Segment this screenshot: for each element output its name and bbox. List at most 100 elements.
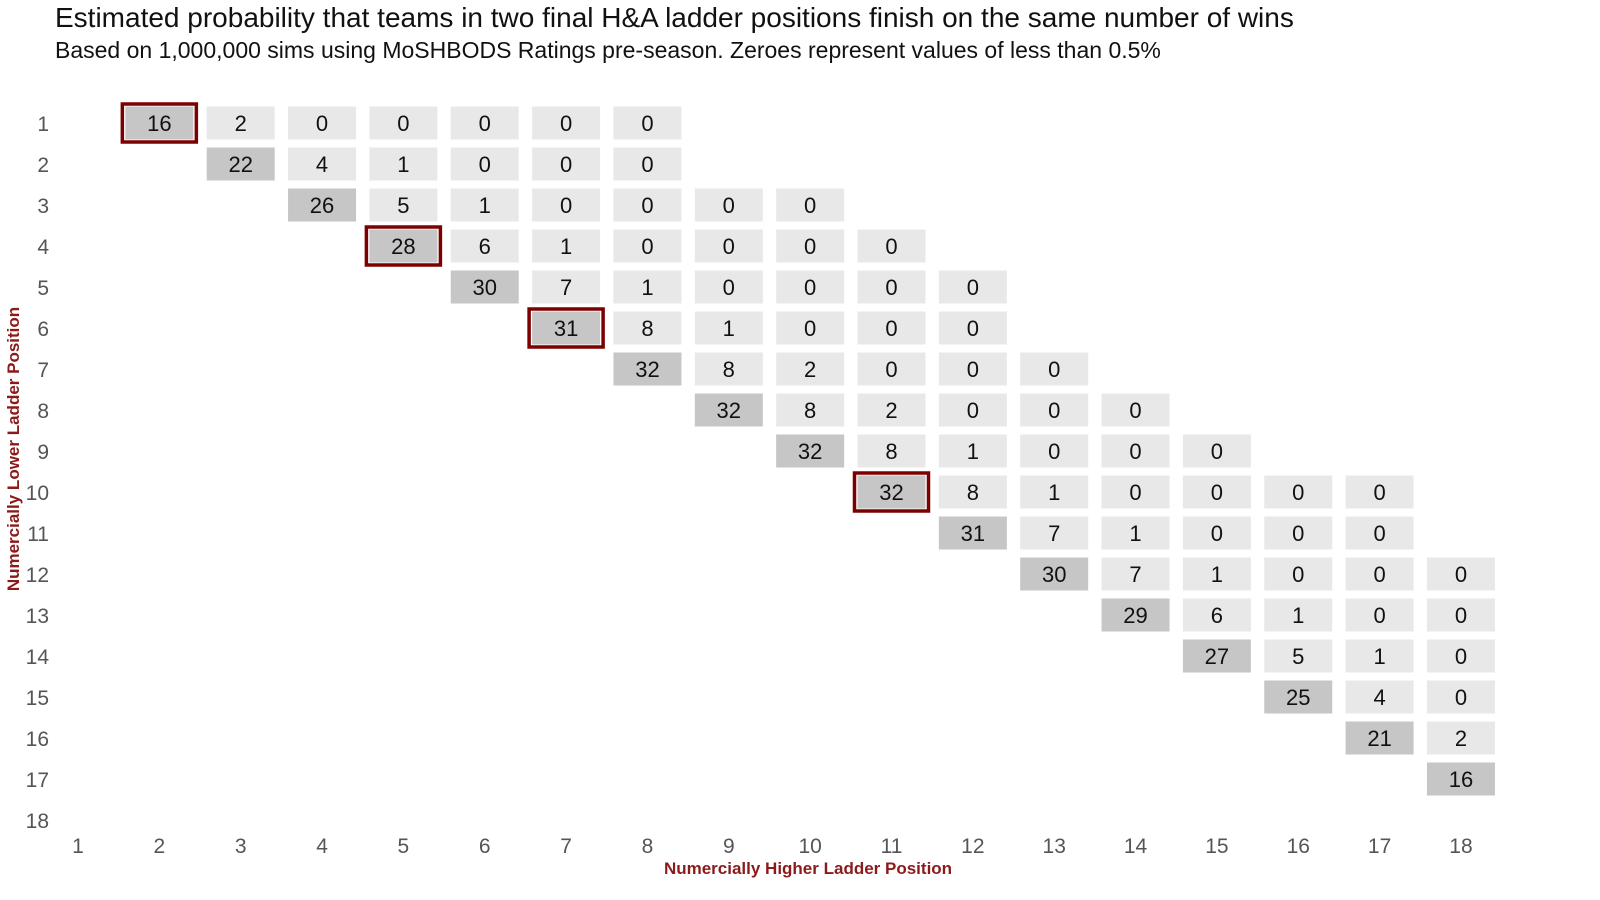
cell-value-label: 0	[1211, 480, 1223, 505]
heatmap-cell	[694, 393, 763, 427]
y-tick-label: 5	[37, 277, 49, 300]
x-tick-label: 15	[1205, 835, 1228, 858]
ticks-layer: 1 2 3 4 5 6 7 8 9 10 11 12 13 14 15 16 17 181234567891011…	[26, 113, 1473, 858]
cell-value-label: 1	[1211, 562, 1223, 587]
cell-value-label: 1	[967, 439, 979, 464]
x-tick-label: 2	[154, 835, 166, 858]
heatmap-cell	[694, 311, 763, 345]
heatmap-cell	[288, 147, 357, 181]
cell-value-label: 1	[1292, 603, 1304, 628]
highlight-box	[120, 102, 199, 144]
cell-value-label: 0	[641, 193, 653, 218]
heatmap-cell	[369, 147, 438, 181]
heatmap-cell	[694, 352, 763, 386]
cell-value-label: 29	[1123, 603, 1147, 628]
cell-value-label: 0	[1292, 480, 1304, 505]
cell-value-label: 22	[228, 152, 252, 177]
x-tick-label: 14	[1124, 835, 1148, 858]
cell-value-label: 2	[235, 111, 247, 136]
cell-value-label: 0	[804, 275, 816, 300]
cell-value-label: 0	[1455, 562, 1467, 587]
labels-layer: 16 2 0 0 0 0 022 4 1 0 0 026 5 1 0 0 0 028 6 1 0 0 0 030 7 1 0 0 0 03…	[147, 111, 1473, 792]
heatmap-cell	[1182, 475, 1251, 509]
cell-value-label: 0	[723, 234, 735, 259]
heatmap-cell	[1182, 598, 1251, 632]
x-tick-label: 16	[1287, 835, 1310, 858]
y-tick-label: 16	[26, 728, 49, 751]
heatmap-cell	[369, 229, 438, 263]
cell-value-label: 30	[1042, 562, 1066, 587]
heatmap-cell	[1426, 557, 1495, 591]
cell-value-label: 0	[967, 316, 979, 341]
heatmap-cell	[694, 229, 763, 263]
chart-subtitle: Based on 1,000,000 sims using MoSHBODS R…	[55, 37, 1161, 63]
heatmap-cell	[1264, 639, 1333, 673]
cell-value-label: 0	[1129, 480, 1141, 505]
heatmap-cell	[450, 270, 519, 304]
y-axis-title: Numercially Lower Ladder Position	[4, 307, 23, 591]
y-tick-label: 14	[26, 646, 50, 669]
cell-value-label: 0	[804, 316, 816, 341]
cell-value-label: 1	[1048, 480, 1060, 505]
cell-value-label: 0	[885, 357, 897, 382]
cell-value-label: 0	[804, 193, 816, 218]
heatmap-cell	[857, 270, 926, 304]
heatmap-cell	[450, 188, 519, 222]
x-tick-label: 6	[479, 835, 491, 858]
y-tick-label: 6	[37, 318, 49, 341]
cell-value-label: 0	[1211, 521, 1223, 546]
y-tick-label: 2	[37, 154, 49, 177]
heatmap-cell	[1426, 598, 1495, 632]
cell-value-label: 6	[479, 234, 491, 259]
heatmap-cell	[532, 188, 601, 222]
x-tick-label: 5	[398, 835, 410, 858]
heatmap-cell	[938, 393, 1007, 427]
y-tick-label: 12	[26, 564, 49, 587]
heatmap-cell	[776, 393, 845, 427]
cell-value-label: 8	[885, 439, 897, 464]
x-tick-label: 7	[560, 835, 572, 858]
cell-value-label: 0	[1048, 439, 1060, 464]
heatmap-cell	[776, 270, 845, 304]
cell-value-label: 0	[1048, 357, 1060, 382]
cell-value-label: 0	[723, 275, 735, 300]
heatmap-cell	[857, 393, 926, 427]
cell-value-label: 4	[316, 152, 328, 177]
y-tick-label: 4	[37, 236, 49, 259]
cell-value-label: 0	[967, 275, 979, 300]
heatmap-cell	[206, 106, 275, 140]
heatmap-cell	[938, 311, 1007, 345]
y-tick-label: 1	[37, 113, 49, 136]
cell-value-label: 0	[397, 111, 409, 136]
heatmap-cell	[1345, 721, 1414, 755]
cell-value-label: 0	[967, 398, 979, 423]
heatmap-cell	[206, 147, 275, 181]
chart-title: Estimated probability that teams in two …	[55, 2, 1294, 33]
cells-layer	[125, 106, 1495, 796]
cell-value-label: 1	[479, 193, 491, 218]
cell-value-label: 0	[560, 193, 572, 218]
cell-value-label: 25	[1286, 685, 1310, 710]
highlight-box	[527, 307, 605, 349]
y-tick-label: 8	[37, 400, 49, 423]
heatmap-cell	[450, 106, 519, 140]
heatmap-cell	[1101, 598, 1170, 632]
cell-value-label: 31	[554, 316, 578, 341]
heatmap-cell	[938, 270, 1007, 304]
heatmap-cell	[1020, 352, 1089, 386]
cell-value-label: 32	[635, 357, 659, 382]
cell-value-label: 4	[1373, 685, 1385, 710]
heatmap-cell	[1182, 557, 1251, 591]
heatmap-cell	[1426, 721, 1495, 755]
heatmap-cell	[613, 188, 682, 222]
cell-value-label: 8	[967, 480, 979, 505]
heatmap-cell	[1264, 598, 1333, 632]
cell-value-label: 6	[1211, 603, 1223, 628]
heatmap-cell	[857, 229, 926, 263]
cell-value-label: 2	[804, 357, 816, 382]
cell-value-label: 1	[1129, 521, 1141, 546]
cell-value-label: 0	[885, 275, 897, 300]
cell-value-label: 27	[1205, 644, 1229, 669]
cell-value-label: 28	[391, 234, 415, 259]
